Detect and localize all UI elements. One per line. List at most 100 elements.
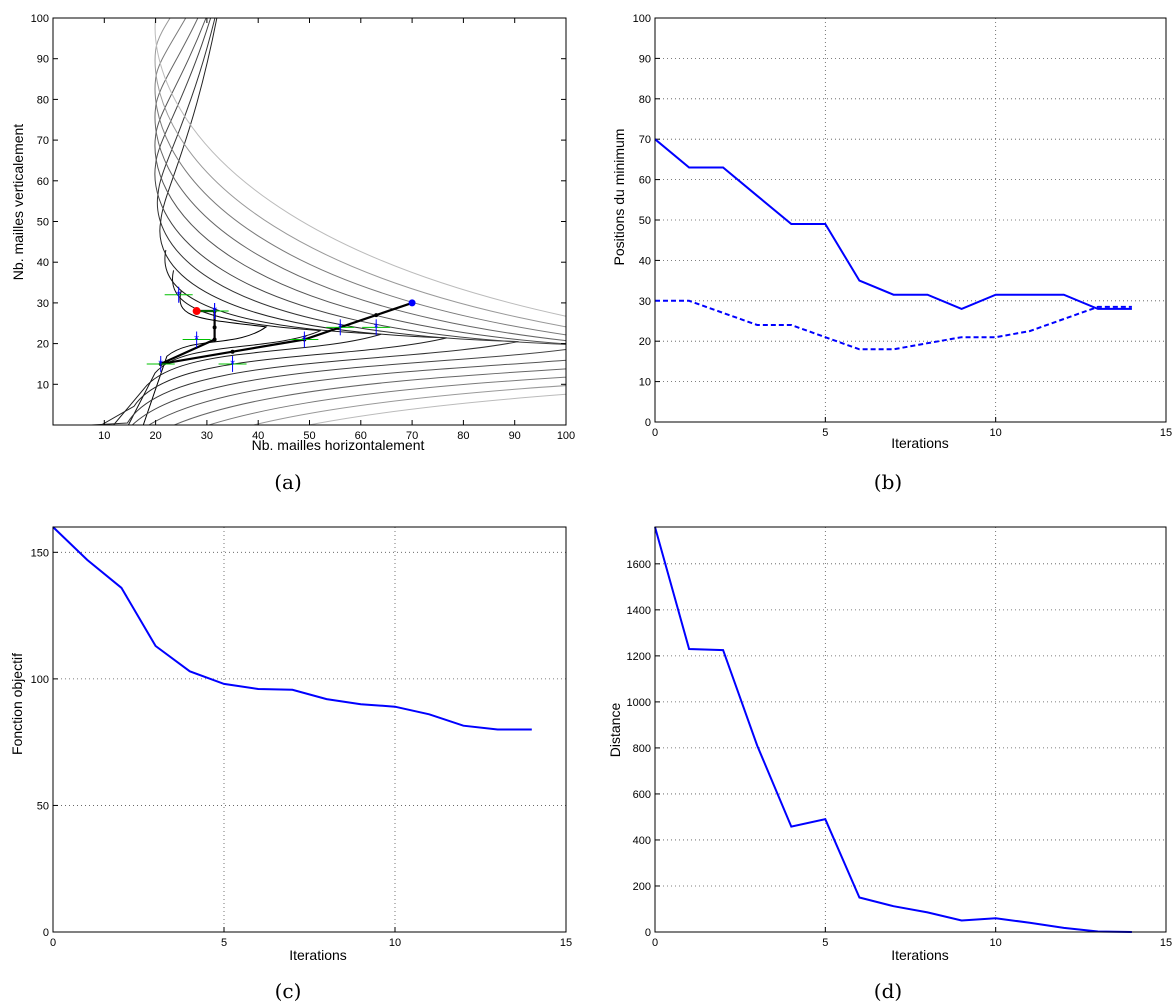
y-tick-label: 100 [31, 674, 49, 686]
contour-line [128, 270, 320, 425]
series-c [53, 527, 532, 730]
y-tick-label: 400 [633, 835, 651, 847]
x-axis-label-d: Iterations [891, 947, 949, 963]
y-tick-label: 50 [37, 217, 49, 229]
probe-marker: * [338, 320, 343, 334]
contour-line [161, 0, 225, 221]
y-tick-label: 80 [37, 94, 49, 106]
tick-labels-d: 0 5 10 15 0 200 400 600 800 1000 1200 1400 1600 [627, 559, 1173, 949]
x-tick-label: 90 [509, 430, 521, 442]
y-tick-label: 30 [639, 296, 651, 308]
grid-b [655, 18, 1166, 422]
caption-d: (d) [874, 979, 902, 1003]
x-tick-label: 10 [990, 937, 1002, 949]
series-d [655, 527, 1132, 932]
tick-labels-b: 0 5 10 150102030405060708090100 [633, 13, 1172, 439]
y-tick-label: 30 [37, 298, 49, 310]
x-tick-label: 100 [557, 430, 575, 442]
y-axis-label-c: Fonction objectif [9, 653, 25, 755]
y-tick-label: 1200 [627, 651, 651, 663]
contour-line [156, 0, 252, 108]
probe-marker: * [194, 333, 199, 347]
probe-marker: * [158, 357, 163, 371]
caption-b: (b) [874, 470, 902, 494]
x-tick-label: 10 [990, 427, 1002, 439]
contour-line [75, 136, 679, 456]
probe-marker: * [302, 333, 307, 347]
contour-line [156, 0, 261, 79]
series-line-dashed [655, 301, 1132, 350]
x-tick-label: 0 [652, 937, 658, 949]
y-tick-label: 70 [639, 134, 651, 146]
y-axis-label-d: Distance [607, 703, 623, 758]
x-tick-label: 15 [560, 937, 572, 949]
series-b [655, 139, 1132, 349]
line-panel-d: 0 5 10 15 0 200 400 600 800 1000 1200 1400 1600 Iter… [607, 527, 1172, 1003]
grid-d [655, 527, 1166, 932]
x-tick-label: 0 [50, 937, 56, 949]
x-tick-label: 80 [457, 430, 469, 442]
y-tick-label: 40 [37, 257, 49, 269]
contour-line [156, 0, 277, 18]
contour-line [101, 222, 447, 426]
x-tick-label: 5 [822, 937, 828, 949]
y-tick-label: 10 [639, 377, 651, 389]
y-tick-label: 10 [37, 379, 49, 391]
x-tick-label: 0 [652, 427, 658, 439]
y-tick-label: 150 [31, 547, 49, 559]
y-axis-label-b: Positions du minimum [611, 129, 627, 266]
x-axis-label-c: Iterations [289, 947, 347, 963]
y-tick-label: 0 [645, 417, 651, 429]
x-tick-label: 15 [1160, 937, 1172, 949]
y-tick-label: 60 [639, 175, 651, 187]
y-tick-label: 800 [633, 743, 651, 755]
y-tick-label: 0 [645, 927, 651, 939]
y-tick-label: 0 [43, 927, 49, 939]
probe-marker: * [176, 288, 181, 302]
path-point [374, 313, 378, 317]
x-tick-label: 15 [1160, 427, 1172, 439]
x-tick-label: 5 [221, 937, 227, 949]
y-axis-label-a: Nb. mailles verticalement [10, 124, 26, 280]
series-line [53, 527, 532, 730]
y-tick-label: 70 [37, 135, 49, 147]
y-tick-label: 100 [633, 13, 651, 25]
contour-line [158, 0, 230, 193]
y-tick-label: 100 [31, 13, 49, 25]
x-tick-label: 10 [389, 937, 401, 949]
probe-marker: * [230, 357, 235, 371]
y-tick-label: 1000 [627, 697, 651, 709]
start-marker [409, 299, 416, 306]
y-tick-label: 90 [37, 54, 49, 66]
caption-a: (a) [274, 470, 302, 494]
x-tick-label: 20 [149, 430, 161, 442]
y-tick-label: 20 [639, 336, 651, 348]
y-tick-label: 40 [639, 255, 651, 267]
probe-marker: * [374, 320, 379, 334]
caption-c: (c) [275, 979, 302, 1003]
x-tick-label: 10 [98, 430, 110, 442]
x-tick-label: 30 [201, 430, 213, 442]
x-axis-label-b: Iterations [891, 435, 949, 451]
plot-frame-d [655, 527, 1166, 932]
y-tick-label: 80 [639, 94, 651, 106]
y-tick-label: 60 [37, 176, 49, 188]
optimisation-overlay: ********* [147, 287, 416, 372]
contour-line [60, 79, 861, 490]
path-point [231, 350, 235, 354]
y-tick-label: 600 [633, 789, 651, 801]
probe-marker: * [212, 304, 217, 318]
y-tick-label: 50 [37, 800, 49, 812]
y-tick-label: 50 [639, 215, 651, 227]
end-marker [193, 307, 201, 315]
y-tick-label: 20 [37, 339, 49, 351]
series-line [655, 527, 1132, 932]
tick-labels-a: 10 20 30 40 50 60 70 80 90 100 10 20 30 40 50 60 70 80 90 1… [31, 13, 576, 442]
y-tick-label: 200 [633, 881, 651, 893]
path-point [213, 325, 217, 329]
series-line [655, 139, 1132, 309]
